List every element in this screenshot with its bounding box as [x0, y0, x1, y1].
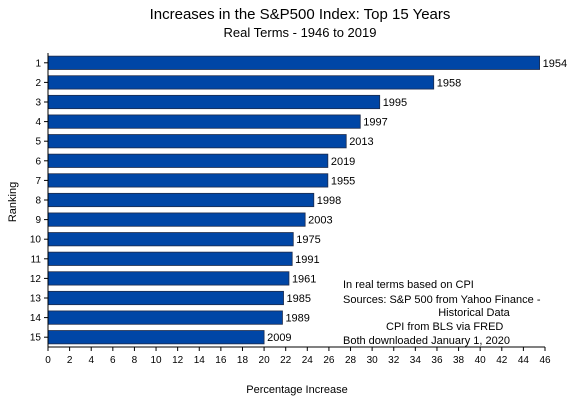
bar-year-label: 2009	[267, 332, 291, 344]
bar-year-label: 2019	[331, 156, 355, 168]
x-tick-label: 12	[172, 355, 184, 366]
x-tick-label: 16	[215, 355, 227, 366]
x-tick-label: 0	[45, 355, 51, 366]
bar-year-label: 1989	[285, 313, 309, 325]
bar-year-label: 1975	[296, 234, 320, 246]
annotation-line: CPI from BLS via FRED	[386, 321, 503, 333]
bar-year-label: 2013	[349, 136, 373, 148]
x-tick-label: 18	[237, 355, 249, 366]
annotation-line: Historical Data	[438, 307, 510, 319]
chart-title: Increases in the S&P500 Index: Top 15 Ye…	[150, 6, 451, 23]
bars-group: 1954 1958 1995 1997 2013 2019 1955 1998 2003 1975…	[47, 55, 567, 345]
bar-rank-9	[47, 212, 306, 227]
bar-rank-13	[47, 290, 284, 306]
y-tick-label: 5	[35, 137, 41, 148]
bar-rank-4	[47, 114, 361, 129]
x-tick-label: 40	[475, 355, 487, 366]
x-tick-label: 24	[302, 355, 314, 366]
bar-year-label: 1955	[331, 175, 355, 187]
x-tick-label: 8	[132, 355, 138, 366]
x-axis-label: Percentage Increase	[246, 384, 348, 396]
x-tick-label: 20	[259, 355, 271, 366]
y-tick-label: 13	[30, 294, 42, 305]
bar-rank-2	[47, 75, 435, 90]
y-tick-label: 10	[30, 235, 42, 246]
y-tick-label: 2	[35, 78, 41, 89]
x-tick-label: 14	[194, 355, 206, 366]
annotation-line: Sources: S&P 500 from Yahoo Finance -	[343, 294, 541, 306]
bar-rank-3	[47, 94, 381, 110]
y-axis-label: Ranking	[7, 182, 19, 222]
x-tick-label: 34	[410, 355, 422, 366]
x-tick-label: 10	[150, 355, 162, 366]
x-tick-label: 46	[539, 355, 551, 366]
y-tick-label: 4	[35, 117, 41, 128]
bar-rank-6	[47, 153, 329, 168]
bar-year-label: 1998	[317, 195, 341, 207]
bar-year-label: 1958	[437, 77, 461, 89]
x-tick-label: 26	[323, 355, 335, 366]
bar-year-label: 1954	[543, 58, 567, 70]
bar-year-label: 1961	[292, 273, 316, 285]
annotation-line: Both downloaded January 1, 2020	[343, 335, 510, 347]
bar-rank-1	[47, 55, 541, 70]
bar-year-label: 1985	[287, 293, 311, 305]
annotation-line: In real terms based on CPI	[343, 279, 474, 291]
bar-rank-12	[47, 271, 290, 286]
y-tick-label: 15	[30, 333, 42, 344]
x-tick-label: 2	[67, 355, 73, 366]
bar-rank-5	[47, 134, 347, 149]
bar-year-label: 2003	[308, 215, 332, 227]
bar-year-label: 1995	[383, 97, 407, 109]
x-tick-label: 32	[388, 355, 400, 366]
bar-year-label: 1997	[363, 117, 387, 129]
bar-rank-14	[47, 310, 283, 325]
y-tick-label: 9	[35, 215, 41, 226]
x-tick-label: 44	[518, 355, 530, 366]
bar-rank-15	[47, 330, 265, 345]
x-tick-label: 4	[88, 355, 94, 366]
x-tick-label: 22	[280, 355, 292, 366]
y-tick-label: 7	[35, 176, 41, 187]
y-tick-label: 3	[35, 98, 41, 109]
bar-year-label: 1991	[295, 254, 319, 266]
x-tick-label: 38	[453, 355, 465, 366]
x-tick-label: 6	[110, 355, 116, 366]
y-tick-label: 8	[35, 196, 41, 207]
bar-rank-11	[47, 251, 293, 266]
x-tick-label: 42	[496, 355, 508, 366]
x-tick-label: 28	[345, 355, 357, 366]
bar-rank-8	[47, 192, 315, 208]
bar-rank-10	[47, 232, 294, 247]
y-tick-label: 12	[30, 274, 42, 285]
y-tick-label: 1	[35, 58, 41, 69]
y-tick-label: 6	[35, 156, 41, 167]
x-tick-label: 36	[431, 355, 443, 366]
annotation-group: In real terms based on CPI Sources: S&P 5…	[343, 279, 541, 347]
bar-rank-7	[47, 173, 329, 188]
y-tick-label: 11	[31, 254, 42, 265]
chart-subtitle: Real Terms - 1946 to 2019	[224, 25, 377, 40]
x-tick-label: 30	[367, 355, 379, 366]
y-tick-label: 14	[30, 313, 42, 324]
